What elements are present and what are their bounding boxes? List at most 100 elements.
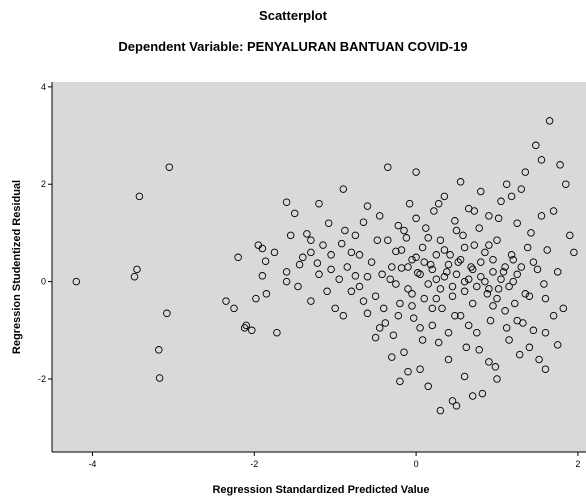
scatter-point xyxy=(397,246,406,254)
scatter-point xyxy=(448,292,457,300)
scatter-point xyxy=(529,258,538,266)
scatter-point xyxy=(335,275,343,283)
scatter-point xyxy=(347,248,356,257)
scatter-point xyxy=(527,229,535,237)
axis-ticks: 4 2 0 -2 -4 -2 0 2 xyxy=(38,82,580,469)
scatter-point xyxy=(252,294,260,303)
scatter-point xyxy=(418,243,427,252)
scatter-point xyxy=(475,224,483,232)
scatter-point xyxy=(388,263,396,271)
scatter-point xyxy=(351,231,360,240)
scatter-point xyxy=(240,324,249,332)
scatter-point xyxy=(420,294,428,303)
scatter-point xyxy=(537,156,546,164)
scatter-point xyxy=(545,117,554,125)
scatter-point xyxy=(553,341,562,349)
scatter-point xyxy=(426,260,435,269)
scatter-point xyxy=(489,302,497,310)
scatter-point xyxy=(155,374,164,382)
scatter-point xyxy=(448,397,457,405)
scatter-point xyxy=(432,251,441,259)
scatter-point xyxy=(258,272,267,280)
scatter-point xyxy=(290,209,299,218)
scatter-point xyxy=(493,375,501,383)
scatter-point xyxy=(448,282,457,291)
scatter-point xyxy=(324,219,333,227)
scatter-point xyxy=(254,241,263,249)
scatter-point xyxy=(444,328,453,337)
scatter-point xyxy=(355,282,364,291)
scatter-point xyxy=(491,363,500,371)
scatter-point xyxy=(481,277,489,286)
scatter-point xyxy=(473,282,481,291)
scatter-point xyxy=(507,251,516,259)
scatter-point xyxy=(477,272,485,281)
scatter-point xyxy=(234,253,242,262)
scatter-point xyxy=(556,161,564,169)
scatter-point xyxy=(451,217,459,225)
scatter-point xyxy=(521,290,530,298)
scatter-point xyxy=(319,241,327,249)
scatter-point xyxy=(485,285,493,293)
scatter-point xyxy=(404,263,412,271)
scatter-point xyxy=(363,272,372,281)
scatter-point xyxy=(493,294,501,303)
scatter-point xyxy=(541,365,550,373)
scatter-point xyxy=(373,236,382,244)
scatter-point xyxy=(541,328,550,337)
x-tick-label: 2 xyxy=(575,459,580,469)
scatter-point xyxy=(222,297,230,305)
scatter-point xyxy=(438,304,446,313)
scatter-point xyxy=(566,231,574,240)
scatter-point xyxy=(381,319,390,327)
scatter-point xyxy=(434,199,443,208)
scatter-point xyxy=(489,255,497,264)
scatter-point xyxy=(430,207,438,215)
scatter-point xyxy=(460,287,469,296)
scatter-point xyxy=(497,197,505,206)
scatter-point xyxy=(436,236,445,244)
scatter-point xyxy=(303,230,311,238)
scatter-point xyxy=(412,214,420,223)
scatter-point xyxy=(331,304,339,313)
scatter-point xyxy=(416,365,424,373)
scatter-point xyxy=(436,406,445,415)
scatter-point xyxy=(451,311,459,320)
scatter-point xyxy=(307,297,315,305)
scatter-point xyxy=(501,263,509,271)
scatter-point xyxy=(367,258,376,266)
scatter-point xyxy=(371,333,380,342)
scatter-point xyxy=(521,168,530,176)
scatter-point xyxy=(396,377,404,386)
scatter-point xyxy=(404,285,412,293)
scatter-point xyxy=(359,218,368,226)
scatter-point xyxy=(327,265,335,274)
scatter-point xyxy=(286,231,295,240)
scatter-point xyxy=(446,251,454,259)
scatter-point xyxy=(517,185,526,193)
scatter-point xyxy=(489,268,497,276)
scatter-point xyxy=(261,257,270,265)
scatter-point xyxy=(535,355,543,364)
scatter-point xyxy=(543,246,551,254)
scatter-point xyxy=(517,263,526,271)
scatter-point xyxy=(515,350,524,359)
scatter-point xyxy=(363,309,372,318)
scatter-point xyxy=(513,316,521,325)
scatter-point xyxy=(473,328,481,337)
scatter-point xyxy=(464,321,473,330)
scatter-point xyxy=(477,187,485,196)
scatter-point xyxy=(341,226,349,235)
scatter-point xyxy=(467,263,475,271)
scatter-point xyxy=(262,290,271,298)
scatter-point xyxy=(282,198,291,206)
scatter-point xyxy=(440,272,449,281)
plot-area xyxy=(52,82,586,452)
scatter-point xyxy=(513,270,521,279)
scatter-point xyxy=(428,265,437,274)
scatter-point xyxy=(478,389,487,398)
scatter-point xyxy=(440,246,449,254)
scatter-point xyxy=(343,263,352,271)
scatter-point xyxy=(511,299,519,308)
scatter-point xyxy=(135,192,144,201)
